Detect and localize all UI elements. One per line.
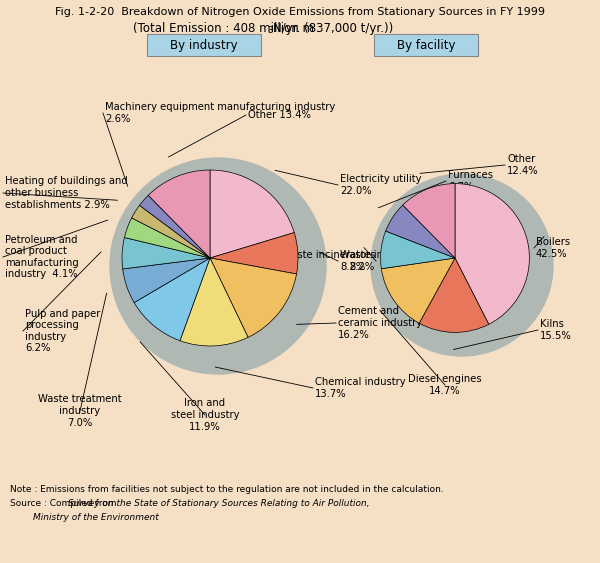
- Text: Heating of buildings and
other business
establishments 2.9%: Heating of buildings and other business …: [5, 176, 128, 209]
- Text: Diesel engines
14.7%: Diesel engines 14.7%: [408, 374, 482, 396]
- Wedge shape: [386, 205, 455, 258]
- Text: Fig. 1-2-20  Breakdown of Nitrogen Oxide Emissions from Stationary Sources in FY: Fig. 1-2-20 Breakdown of Nitrogen Oxide …: [55, 7, 545, 17]
- Text: Petroleum and
coal product
manufacturing
industry  4.1%: Petroleum and coal product manufacturing…: [5, 235, 79, 279]
- Text: Waste treatment
industry
7.0%: Waste treatment industry 7.0%: [38, 395, 122, 428]
- Wedge shape: [382, 258, 455, 323]
- Text: Chemical industry
13.7%: Chemical industry 13.7%: [315, 377, 406, 399]
- Text: Pulp and paper
processing
industry
6.2%: Pulp and paper processing industry 6.2%: [25, 309, 100, 354]
- Wedge shape: [122, 238, 210, 269]
- Text: Electricity utility
22.0%: Electricity utility 22.0%: [340, 174, 421, 196]
- Text: Kilns
15.5%: Kilns 15.5%: [540, 319, 572, 341]
- Wedge shape: [403, 184, 455, 258]
- Text: Survey on the State of Stationary Sources Relating to Air Pollution,: Survey on the State of Stationary Source…: [68, 499, 370, 508]
- Wedge shape: [122, 258, 210, 302]
- Text: Note : Emissions from facilities not subject to the regulation are not included : Note : Emissions from facilities not sub…: [10, 485, 444, 494]
- Text: Waste incinerators
8.2%: Waste incinerators 8.2%: [340, 250, 433, 272]
- Text: By facility: By facility: [397, 38, 455, 51]
- Wedge shape: [124, 218, 210, 258]
- Text: Iron and
steel industry
11.9%: Iron and steel industry 11.9%: [171, 399, 239, 432]
- Wedge shape: [455, 184, 529, 324]
- Text: Other
12.4%: Other 12.4%: [507, 154, 539, 176]
- Text: Furnaces
6.7%: Furnaces 6.7%: [448, 170, 493, 192]
- Wedge shape: [180, 258, 248, 346]
- Text: (Total Emission : 408 million m: (Total Emission : 408 million m: [133, 22, 314, 35]
- Circle shape: [371, 174, 553, 356]
- FancyBboxPatch shape: [374, 34, 478, 56]
- Text: Other 13.4%: Other 13.4%: [248, 110, 311, 120]
- Text: By industry: By industry: [170, 38, 238, 51]
- Wedge shape: [134, 258, 210, 341]
- Text: Source : Compiled from: Source : Compiled from: [10, 499, 119, 508]
- Circle shape: [110, 158, 326, 374]
- FancyBboxPatch shape: [147, 34, 261, 56]
- Text: N/yr. (837,000 t/yr.)): N/yr. (837,000 t/yr.)): [273, 22, 393, 35]
- Text: Boilers
42.5%: Boilers 42.5%: [536, 237, 570, 259]
- Text: 3: 3: [267, 26, 273, 35]
- Text: Ministry of the Environment: Ministry of the Environment: [10, 513, 159, 522]
- Wedge shape: [140, 195, 210, 258]
- Wedge shape: [419, 258, 489, 332]
- Text: Cement and
ceramic industry
16.2%: Cement and ceramic industry 16.2%: [338, 306, 422, 339]
- Wedge shape: [380, 231, 455, 269]
- Text: Machinery equipment manufacturing industry
2.6%: Machinery equipment manufacturing indust…: [105, 102, 335, 124]
- Wedge shape: [210, 233, 298, 274]
- Wedge shape: [210, 258, 296, 337]
- Wedge shape: [131, 205, 210, 258]
- Wedge shape: [210, 170, 294, 258]
- Text: Waste incinerators
8.2%: Waste incinerators 8.2%: [281, 250, 375, 272]
- Wedge shape: [148, 170, 210, 258]
